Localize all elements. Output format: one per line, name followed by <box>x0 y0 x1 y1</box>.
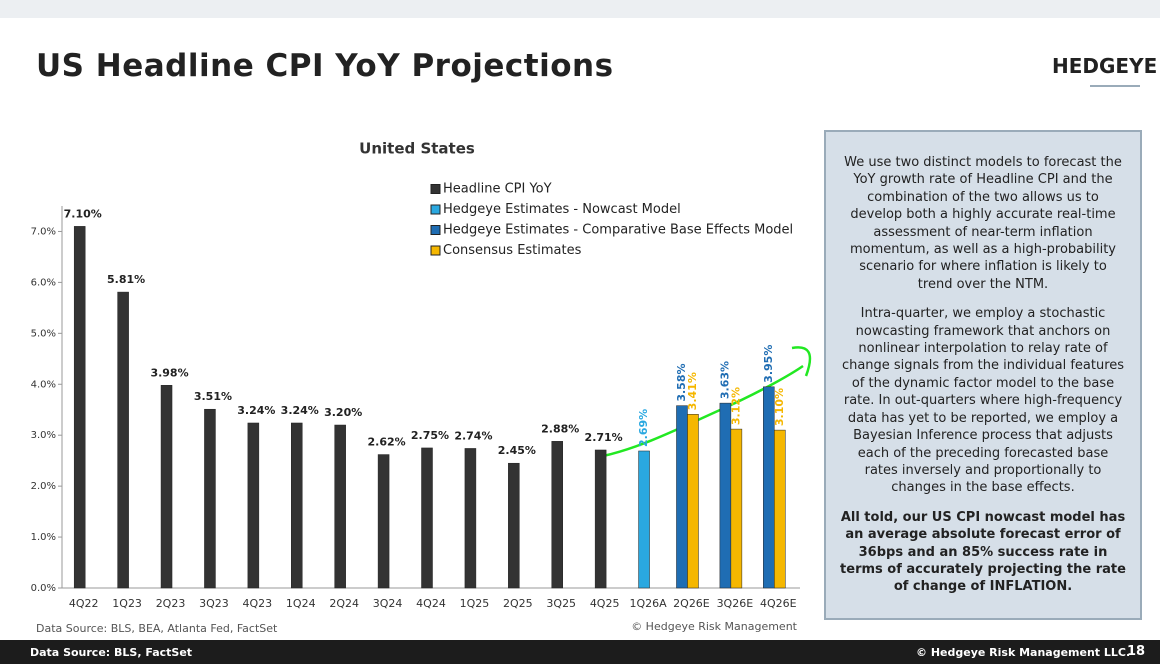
x-tick-label: 2Q24 <box>329 597 359 610</box>
paragraph: Intra-quarter, we employ a stochastic no… <box>841 306 1125 496</box>
bar <box>73 226 86 589</box>
bar <box>464 448 477 589</box>
bar <box>117 291 129 589</box>
data-label: 2.71% <box>585 431 623 444</box>
bar <box>551 441 563 589</box>
data-label: 3.12% <box>729 387 742 425</box>
data-label: 2.74% <box>454 429 492 442</box>
chart-title: United States <box>359 140 475 158</box>
data-label: 3.24% <box>281 404 319 417</box>
chart-source: Data Source: BLS, BEA, Atlanta Fed, Fact… <box>36 622 278 635</box>
y-tick-label: 3.0% <box>31 430 56 441</box>
data-label: 2.88% <box>541 422 579 435</box>
slide-title: US Headline CPI YoY Projections <box>36 48 614 84</box>
legend-swatch <box>430 245 441 256</box>
x-tick-label: 4Q22 <box>69 597 99 610</box>
chart: United States Data Source: BLS, BEA, Atl… <box>31 140 812 635</box>
bar <box>719 402 732 589</box>
legend-label: Hedgeye Estimates - Comparative Base Eff… <box>443 223 793 238</box>
data-label: 2.75% <box>411 429 449 442</box>
bar <box>730 428 743 589</box>
footer-source: Data Source: BLS, FactSet <box>30 646 193 659</box>
bar <box>774 429 786 589</box>
x-tick-label: 1Q25 <box>460 597 490 610</box>
top-band <box>0 0 1160 18</box>
data-label: 3.20% <box>324 406 362 419</box>
text-box: We use two distinct models to forecast t… <box>824 130 1142 620</box>
x-tick-label: 1Q23 <box>112 597 142 610</box>
data-label: 3.41% <box>686 372 699 410</box>
x-tick-label: 3Q23 <box>199 597 229 610</box>
data-label: 5.81% <box>107 273 145 286</box>
legend-swatch <box>430 225 441 235</box>
data-label: 3.95% <box>762 345 775 383</box>
data-label: 2.69% <box>637 409 650 447</box>
bar <box>638 450 650 589</box>
bar <box>291 422 303 589</box>
x-tick-label: 2Q23 <box>156 597 186 610</box>
paragraph: We use two distinct models to forecast t… <box>844 155 1122 292</box>
data-label: 3.51% <box>194 390 232 403</box>
x-tick-label: 3Q24 <box>373 597 403 610</box>
x-tick-label: 1Q24 <box>286 597 316 610</box>
x-tick-label: 2Q26E <box>673 597 710 610</box>
y-tick-label: 2.0% <box>31 481 56 492</box>
data-label: 3.24% <box>237 404 275 417</box>
data-label: 7.10% <box>64 207 102 220</box>
footer-bar <box>0 640 1160 664</box>
y-tick-label: 7.0% <box>31 226 56 237</box>
page-number: 18 <box>1127 644 1146 659</box>
bar <box>594 449 607 589</box>
legend-swatch <box>430 204 441 215</box>
bar <box>204 408 216 589</box>
x-tick-label: 4Q25 <box>590 597 620 610</box>
x-tick-label: 3Q25 <box>546 597 576 610</box>
bar <box>676 405 688 589</box>
bar <box>247 422 260 589</box>
data-label: 3.63% <box>718 361 731 399</box>
bar <box>421 447 433 589</box>
y-tick-label: 0.0% <box>31 583 56 594</box>
x-tick-label: 3Q26E <box>717 597 754 610</box>
legend-swatch <box>430 184 441 194</box>
data-label: 2.45% <box>498 444 536 457</box>
data-label: 3.10% <box>773 388 786 426</box>
legend-label: Headline CPI YoY <box>443 182 552 197</box>
footer-copyright: © Hedgeye Risk Management LLC. <box>916 646 1131 659</box>
chart-credit: © Hedgeye Risk Management <box>631 620 797 633</box>
x-tick-label: 4Q26E <box>760 597 797 610</box>
x-tick-label: 4Q23 <box>243 597 273 610</box>
data-label: 3.98% <box>150 366 188 379</box>
x-tick-label: 4Q24 <box>416 597 446 610</box>
paragraph: All told, our US CPI nowcast model has a… <box>840 509 1126 595</box>
x-tick-label: 2Q25 <box>503 597 533 610</box>
bar <box>687 414 699 589</box>
bar <box>377 454 390 589</box>
data-label: 2.62% <box>368 436 406 449</box>
legend-label: Consensus Estimates <box>443 243 582 258</box>
data-label: 3.58% <box>675 363 688 401</box>
bar <box>160 385 173 589</box>
logo: HEDGEYE <box>1052 54 1158 78</box>
x-tick-label: 1Q26A <box>629 597 667 610</box>
y-tick-label: 4.0% <box>31 379 56 390</box>
y-tick-label: 6.0% <box>31 277 56 288</box>
bar <box>508 462 520 589</box>
legend-label: Hedgeye Estimates - Nowcast Model <box>443 202 681 217</box>
y-tick-label: 1.0% <box>31 532 56 543</box>
bar <box>334 424 346 589</box>
logo-rule <box>1090 85 1140 87</box>
y-tick-label: 5.0% <box>31 328 56 339</box>
